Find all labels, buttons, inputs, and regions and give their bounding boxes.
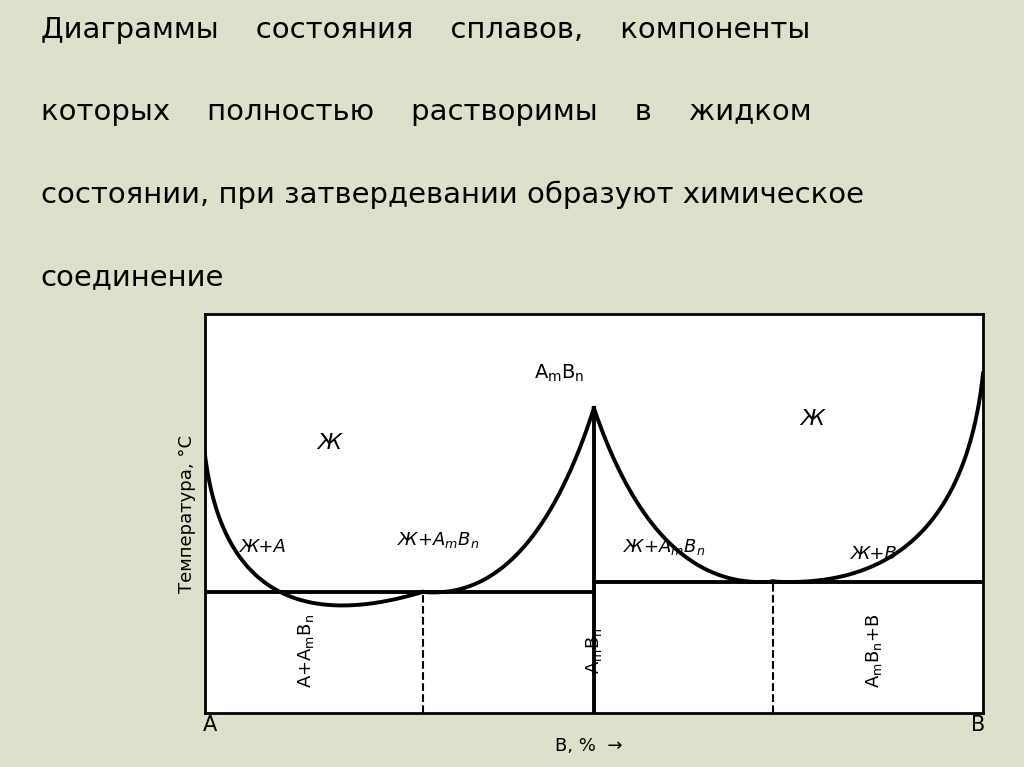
- Text: Ж: Ж: [317, 433, 341, 453]
- Text: состоянии, при затвердевании образуют химическое: состоянии, при затвердевании образуют хи…: [41, 181, 863, 209]
- Text: Ж: Ж: [800, 409, 824, 429]
- Text: А: А: [203, 715, 217, 735]
- Text: $\mathregular{A_mB_n}$: $\mathregular{A_mB_n}$: [584, 627, 604, 674]
- Text: Ж+В: Ж+В: [851, 545, 897, 563]
- Text: $\mathregular{A_mB_n}$: $\mathregular{A_mB_n}$: [534, 363, 584, 384]
- Text: В: В: [971, 715, 985, 735]
- Text: Ж+А: Ж+А: [240, 538, 287, 556]
- Text: Диаграммы    состояния    сплавов,    компоненты: Диаграммы состояния сплавов, компоненты: [41, 16, 810, 44]
- Text: соединение: соединение: [41, 263, 224, 291]
- Text: которых    полностью    растворимы    в    жидком: которых полностью растворимы в жидком: [41, 98, 811, 127]
- Y-axis label: Температура, °С: Температура, °С: [178, 435, 197, 593]
- Text: $\mathregular{A_mB_n}$+В: $\mathregular{A_mB_n}$+В: [864, 614, 884, 688]
- Text: Ж+$\mathregular{A_mB_n}$: Ж+$\mathregular{A_mB_n}$: [623, 537, 706, 557]
- Text: Ж+$\mathregular{A_mB_n}$: Ж+$\mathregular{A_mB_n}$: [397, 530, 479, 550]
- Text: А+$\mathregular{A_mB_n}$: А+$\mathregular{A_mB_n}$: [296, 614, 316, 688]
- Text: В, %  →: В, % →: [555, 736, 623, 755]
